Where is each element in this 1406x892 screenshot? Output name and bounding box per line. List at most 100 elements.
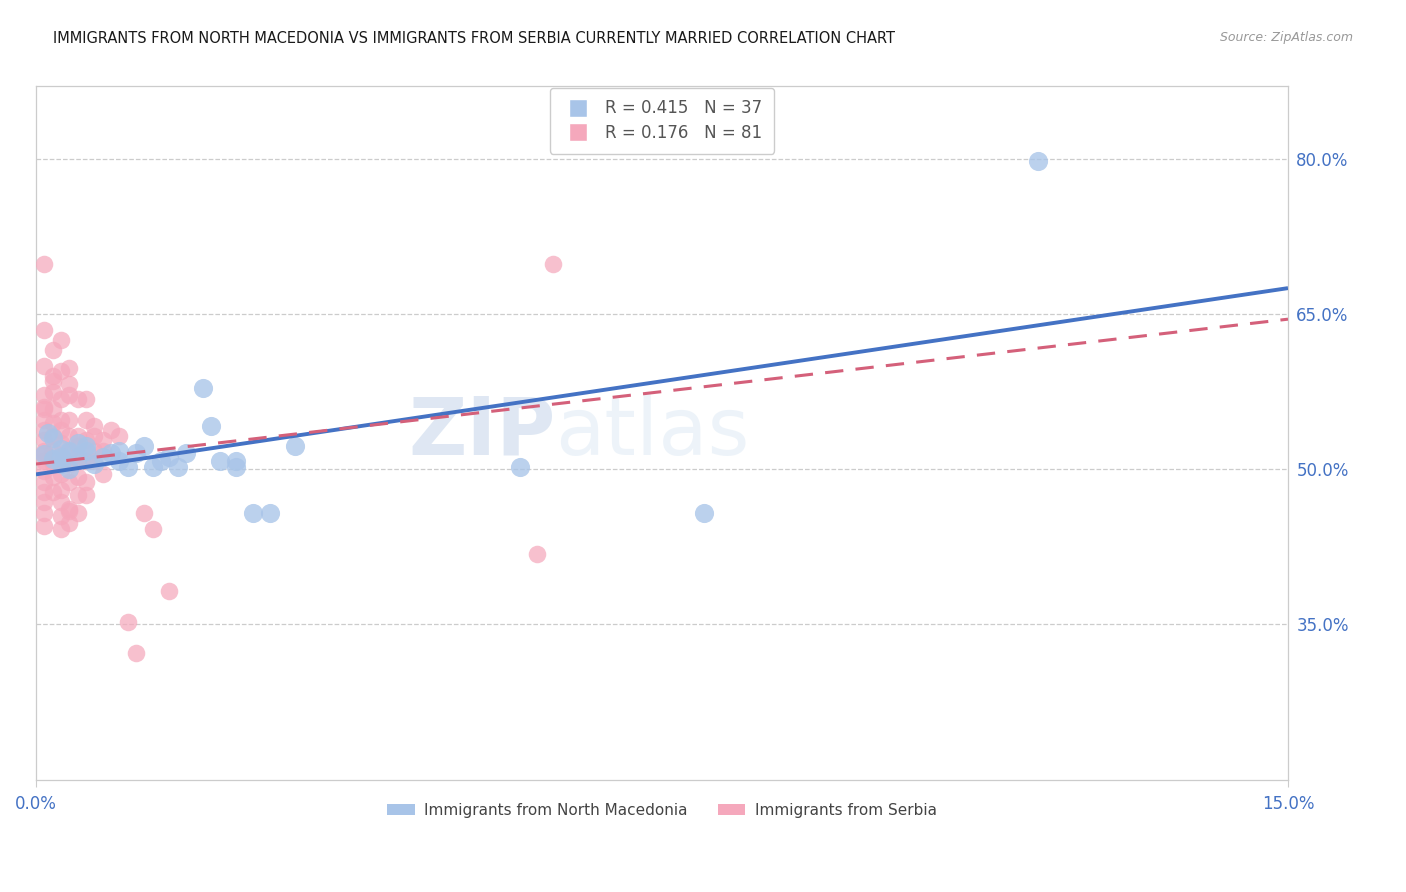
Point [75, 434, 97, 448]
Point [32, 359, 55, 373]
Point [83, 418, 105, 433]
Point [100, 445, 122, 459]
Point [41, 374, 63, 388]
Point [117, 460, 139, 475]
Point [58, 387, 80, 401]
Point [49, 457, 72, 471]
Point [66, 488, 89, 502]
Legend: Immigrants from North Macedonia, Immigrants from Serbia: Immigrants from North Macedonia, Immigra… [381, 797, 943, 824]
Point [41, 429, 63, 443]
Point [692, 506, 714, 520]
Point [66, 470, 89, 484]
Point [49, 467, 72, 482]
Point [41, 369, 63, 384]
Point [108, 443, 131, 458]
Point [66, 439, 89, 453]
Point [142, 522, 165, 536]
Point [32, 400, 55, 414]
Point [100, 423, 122, 437]
Point [200, 418, 222, 433]
Point [32, 454, 55, 468]
Point [58, 429, 80, 443]
Point [91, 443, 114, 458]
Point [32, 475, 55, 489]
Point [32, 495, 55, 509]
Point [32, 506, 55, 520]
Point [49, 522, 72, 536]
Point [108, 454, 131, 468]
Point [41, 384, 63, 399]
Point [58, 443, 80, 458]
Point [49, 483, 72, 497]
Point [225, 460, 247, 475]
Text: ZIP: ZIP [408, 394, 555, 472]
Point [191, 382, 214, 396]
Point [32, 434, 55, 448]
Point [159, 450, 181, 464]
Point [91, 450, 114, 464]
Point [509, 460, 531, 475]
Point [32, 485, 55, 500]
Point [32, 322, 55, 336]
Point [49, 333, 72, 347]
Point [117, 615, 139, 630]
Point [108, 429, 131, 443]
Point [1026, 153, 1049, 168]
Point [32, 387, 55, 401]
Point [41, 470, 63, 484]
Point [526, 547, 548, 561]
Point [66, 429, 89, 443]
Point [284, 439, 307, 453]
Point [66, 506, 89, 520]
Point [58, 443, 80, 458]
Point [125, 646, 148, 660]
Point [32, 447, 55, 461]
Point [125, 445, 148, 459]
Point [49, 423, 72, 437]
Text: IMMIGRANTS FROM NORTH MACEDONIA VS IMMIGRANTS FROM SERBIA CURRENTLY MARRIED CORR: IMMIGRANTS FROM NORTH MACEDONIA VS IMMIG… [53, 31, 896, 46]
Point [66, 436, 89, 450]
Point [58, 503, 80, 517]
Point [75, 454, 97, 468]
Point [32, 423, 55, 437]
Text: atlas: atlas [555, 394, 749, 472]
Point [49, 442, 72, 456]
Point [41, 451, 63, 466]
Point [134, 506, 156, 520]
Point [174, 445, 197, 459]
Point [75, 439, 97, 453]
Point [58, 412, 80, 426]
Point [41, 416, 63, 430]
Point [543, 257, 565, 271]
Point [91, 434, 114, 448]
Point [150, 454, 173, 468]
Point [75, 392, 97, 406]
Point [83, 443, 105, 458]
Point [32, 412, 55, 426]
Point [41, 443, 63, 458]
Point [58, 501, 80, 516]
Point [49, 412, 72, 426]
Point [41, 431, 63, 445]
Point [58, 377, 80, 392]
Point [58, 475, 80, 489]
Point [142, 460, 165, 475]
Point [41, 402, 63, 417]
Point [49, 450, 72, 464]
Point [37, 425, 59, 440]
Point [49, 436, 72, 450]
Point [32, 443, 55, 458]
Point [49, 450, 72, 464]
Point [159, 584, 181, 599]
Point [32, 257, 55, 271]
Point [66, 392, 89, 406]
Point [134, 439, 156, 453]
Point [49, 454, 72, 468]
Point [32, 402, 55, 417]
Point [58, 457, 80, 471]
Point [242, 506, 264, 520]
Point [225, 454, 247, 468]
Point [75, 412, 97, 426]
Point [58, 360, 80, 375]
Point [32, 447, 55, 461]
